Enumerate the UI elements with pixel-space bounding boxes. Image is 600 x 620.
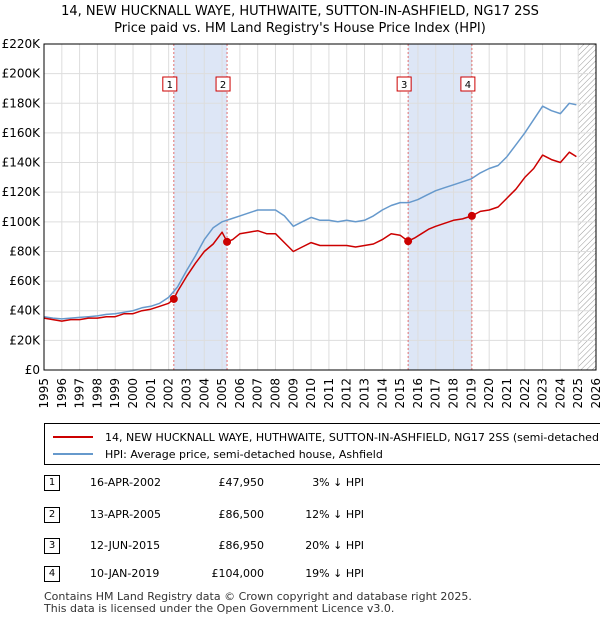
y-tick-label: £200K [2,67,42,81]
transaction-price: £86,500 [218,508,265,521]
x-tick-label: 2022 [518,378,532,409]
x-tick-label: 2009 [286,378,300,409]
x-tick-label: 2008 [268,378,282,409]
ownership-shade [173,44,228,370]
sale-point [169,294,178,303]
footer-copyright: Contains HM Land Registry data © Crown c… [44,590,472,603]
transaction-date: 10-JAN-2019 [90,567,160,580]
transaction-number: 3 [44,538,60,554]
transaction-number-label: 1 [167,80,173,91]
transaction-price: £104,000 [211,567,265,580]
x-tick-label: 1996 [55,378,69,409]
x-tick-label: 2021 [500,378,514,409]
x-tick-label: 2023 [536,378,550,409]
transaction-price: £86,950 [218,539,265,552]
hpi-line [43,102,577,320]
legend: 14, NEW HUCKNALL WAYE, HUTHWAITE, SUTTON… [44,423,600,465]
transaction-date: 13-APR-2005 [90,508,162,521]
footer-licence: This data is licensed under the Open Gov… [44,602,395,615]
x-tick-label: 2024 [553,378,567,409]
transaction-number-box [162,76,178,92]
x-tick-label: 2011 [322,378,336,409]
x-tick-label: 1995 [37,378,51,409]
transaction-row: 1 16-APR-2002 £47,950 3% ↓ HPI [44,475,564,493]
chart-subtitle: Price paid vs. HM Land Registry's House … [114,21,486,36]
x-tick-label: 2019 [464,378,478,409]
x-tick-label: 2012 [340,378,354,409]
transaction-number-box [460,76,476,92]
x-tick-label: 2005 [215,378,229,409]
transaction-number: 4 [44,566,60,582]
x-tick-label: 2016 [411,378,425,409]
x-tick-label: 2020 [482,378,496,409]
y-tick-label: £120K [2,185,42,199]
y-tick-label: £180K [2,96,42,110]
x-tick-label: 2006 [233,378,247,409]
transaction-row: 2 13-APR-2005 £86,500 12% ↓ HPI [44,507,564,525]
x-tick-label: 2015 [393,378,407,409]
x-tick-label: 1998 [90,378,104,409]
x-tick-label: 2010 [304,378,318,409]
x-tick-label: 2026 [589,378,600,409]
y-tick-label: £220K [2,37,42,51]
transaction-date: 16-APR-2002 [90,476,162,489]
transaction-number: 2 [44,507,60,523]
transaction-number: 1 [44,475,60,491]
x-tick-label: 2013 [358,378,372,409]
blue-line-swatch-icon [53,453,93,455]
x-tick-label: 2017 [429,378,443,409]
y-tick-label: £140K [2,156,42,170]
x-tick-label: 2014 [375,378,389,409]
transaction-hpi-diff: 19% ↓ HPI [305,567,364,580]
chart-title: 14, NEW HUCKNALL WAYE, HUTHWAITE, SUTTON… [61,4,539,19]
price-chart: £0 £20K £40K £60K £80K £100K £120K £140K £160K £1… [2,37,600,409]
legend-item-property: 14, NEW HUCKNALL WAYE, HUTHWAITE, SUTTON… [53,429,600,445]
sale-point [404,237,413,246]
x-tick-label: 2007 [251,378,265,409]
property-price-line [43,151,577,322]
transaction-number-label: 3 [401,80,407,91]
x-tick-label: 2002 [162,378,176,409]
sale-point [223,237,232,246]
y-tick-label: £0 [25,363,40,377]
x-tick-label: 1997 [73,378,87,409]
ownership-shade [408,44,472,370]
legend-item-hpi: HPI: Average price, semi-detached house,… [53,446,383,462]
sale-point [467,211,476,220]
x-tick-label: 2018 [447,378,461,409]
x-tick-label: 2025 [571,378,585,409]
transaction-hpi-diff: 3% ↓ HPI [312,476,364,489]
transaction-row: 3 12-JUN-2015 £86,950 20% ↓ HPI [44,538,564,556]
legend-label-hpi: HPI: Average price, semi-detached house,… [105,447,383,461]
y-tick-label: £40K [9,304,41,318]
y-tick-label: £60K [9,274,41,288]
y-tick-label: £160K [2,126,42,140]
transaction-hpi-diff: 20% ↓ HPI [305,539,364,552]
transaction-hpi-diff: 12% ↓ HPI [305,508,364,521]
x-tick-label: 2004 [197,378,211,409]
projection-hatch [578,44,596,370]
plot-frame [43,43,597,371]
x-tick-label: 2000 [126,378,140,409]
x-tick-label: 2003 [179,378,193,409]
transaction-price: £47,950 [218,476,265,489]
x-tick-label: 1999 [108,378,122,409]
transaction-row: 4 10-JAN-2019 £104,000 19% ↓ HPI [44,566,564,584]
transaction-number-label: 2 [220,80,226,91]
transaction-number-box [215,76,231,92]
y-tick-label: £20K [9,333,41,347]
transaction-date: 12-JUN-2015 [90,539,161,552]
y-tick-label: £100K [2,215,42,229]
transaction-number-box [396,76,412,92]
legend-label-property: 14, NEW HUCKNALL WAYE, HUTHWAITE, SUTTON… [105,430,600,444]
red-line-swatch-icon [53,436,93,438]
y-tick-label: £80K [9,244,41,258]
transaction-number-label: 4 [465,80,471,91]
x-tick-label: 2001 [144,378,158,409]
